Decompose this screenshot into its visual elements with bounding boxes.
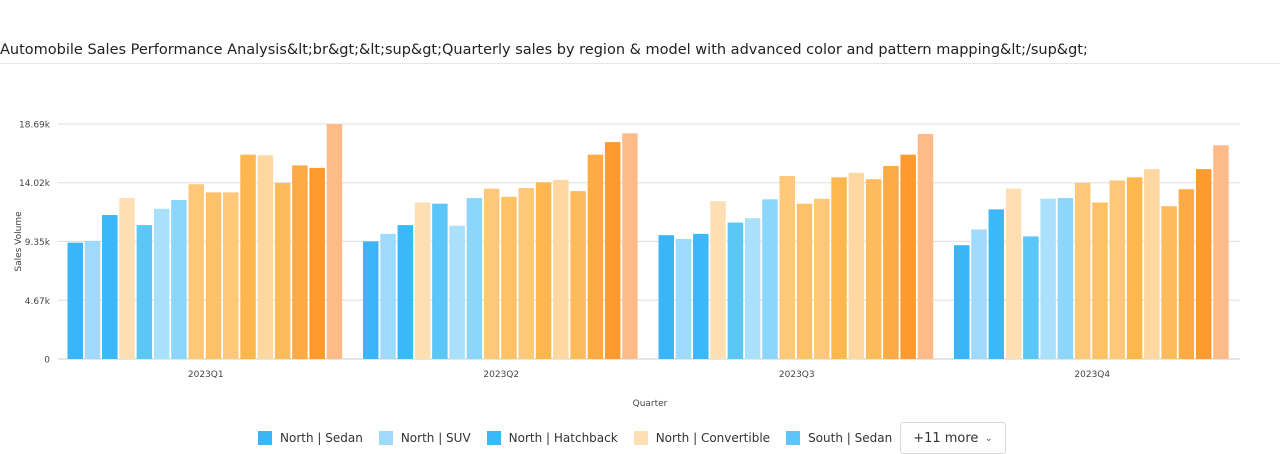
legend-label: North | Sedan bbox=[280, 431, 363, 445]
bar bbox=[1057, 198, 1074, 359]
x-tick-label: 2023Q2 bbox=[483, 370, 519, 380]
bar bbox=[518, 187, 535, 359]
legend: North | Sedan North | SUV North | Hatchb… bbox=[258, 422, 1006, 454]
bar bbox=[917, 133, 934, 359]
bar bbox=[171, 199, 187, 359]
bar bbox=[622, 133, 638, 359]
bar bbox=[274, 182, 291, 359]
bar bbox=[971, 229, 987, 359]
legend-label: North | SUV bbox=[400, 431, 471, 445]
bar bbox=[414, 202, 431, 359]
bar bbox=[1005, 188, 1022, 359]
x-axis-title: Quarter bbox=[633, 399, 668, 409]
legend-swatch bbox=[633, 431, 648, 445]
bar bbox=[223, 192, 239, 359]
bar bbox=[587, 154, 604, 359]
bar bbox=[153, 208, 170, 359]
legend-swatch bbox=[786, 431, 801, 445]
bar bbox=[570, 191, 586, 359]
chevron-down-icon: ⌄ bbox=[984, 432, 993, 444]
bar bbox=[796, 203, 813, 359]
bar bbox=[675, 238, 692, 359]
bar bbox=[466, 198, 483, 359]
bar bbox=[693, 233, 709, 359]
bar bbox=[1109, 180, 1126, 359]
y-tick-label: 0 bbox=[44, 356, 50, 366]
x-tick-label: 2023Q1 bbox=[188, 370, 224, 380]
legend-item-north-convertible[interactable]: North | Convertible bbox=[633, 431, 771, 445]
bar bbox=[1195, 169, 1212, 359]
bar bbox=[658, 235, 674, 359]
y-tick-label: 14.02k bbox=[19, 179, 51, 189]
bar bbox=[814, 198, 830, 359]
bar bbox=[779, 176, 795, 359]
bar bbox=[744, 218, 761, 359]
bar bbox=[883, 165, 899, 359]
x-tick-label: 2023Q4 bbox=[1074, 370, 1110, 380]
x-tick-label: 2023Q3 bbox=[779, 370, 815, 380]
bar bbox=[988, 209, 1005, 359]
bar bbox=[1023, 236, 1039, 359]
legend-swatch bbox=[486, 431, 501, 445]
bar bbox=[188, 184, 204, 359]
legend-item-north-sedan[interactable]: North | Sedan bbox=[258, 431, 363, 445]
bar bbox=[326, 124, 343, 359]
legend-item-south-sedan[interactable]: South | Sedan bbox=[786, 431, 892, 445]
bar bbox=[762, 199, 778, 359]
legend-label: South | Sedan bbox=[808, 431, 893, 445]
y-axis-title: Sales Volume bbox=[14, 211, 24, 272]
bar bbox=[363, 241, 379, 359]
y-tick-label: 18.69k bbox=[19, 121, 51, 131]
legend-label: North | Convertible bbox=[655, 431, 771, 445]
bar bbox=[1092, 202, 1108, 359]
bar-chart: 0 4.67k 9.35k 14.02k 18.69k Sales Volume Quart… bbox=[14, 121, 1240, 409]
bar bbox=[1161, 206, 1177, 359]
bar bbox=[1126, 177, 1143, 359]
bar bbox=[848, 172, 865, 359]
bar bbox=[604, 142, 621, 359]
bar bbox=[205, 192, 222, 359]
bar bbox=[954, 245, 970, 359]
bar bbox=[1213, 145, 1229, 359]
legend-swatch bbox=[378, 431, 393, 445]
bar bbox=[727, 222, 744, 359]
bar bbox=[292, 165, 308, 359]
bar bbox=[483, 188, 500, 359]
bar bbox=[240, 154, 256, 359]
bar bbox=[1074, 182, 1091, 359]
bar bbox=[553, 179, 569, 359]
legend-more-button[interactable]: +11 more ⌄ bbox=[900, 422, 1006, 454]
legend-item-north-hatchback[interactable]: North | Hatchback bbox=[486, 431, 618, 445]
bar bbox=[831, 177, 847, 359]
bar bbox=[102, 215, 118, 359]
bar bbox=[84, 240, 101, 359]
bar bbox=[380, 233, 396, 359]
legend-label: North | Hatchback bbox=[508, 431, 618, 445]
bar bbox=[865, 179, 882, 359]
bar bbox=[309, 167, 325, 359]
bar bbox=[397, 225, 414, 359]
title-divider bbox=[0, 63, 1280, 64]
legend-more-label: +11 more bbox=[913, 430, 979, 446]
bar bbox=[136, 225, 153, 359]
bar bbox=[535, 182, 552, 359]
bar bbox=[67, 242, 83, 359]
bar bbox=[432, 203, 448, 359]
bar bbox=[119, 198, 135, 359]
bar bbox=[1178, 189, 1195, 359]
bar bbox=[449, 225, 465, 359]
y-tick-label: 9.35k bbox=[25, 238, 51, 248]
bar bbox=[710, 201, 726, 359]
bar bbox=[900, 154, 916, 359]
bar bbox=[1040, 198, 1056, 359]
bar bbox=[257, 155, 274, 359]
bar bbox=[501, 196, 517, 359]
y-tick-label: 4.67k bbox=[25, 297, 51, 307]
bar bbox=[1144, 169, 1160, 359]
legend-item-north-suv[interactable]: North | SUV bbox=[378, 431, 471, 445]
legend-swatch bbox=[258, 431, 272, 445]
chart-title: Automobile Sales Performance Analysis&lt… bbox=[0, 42, 1088, 58]
